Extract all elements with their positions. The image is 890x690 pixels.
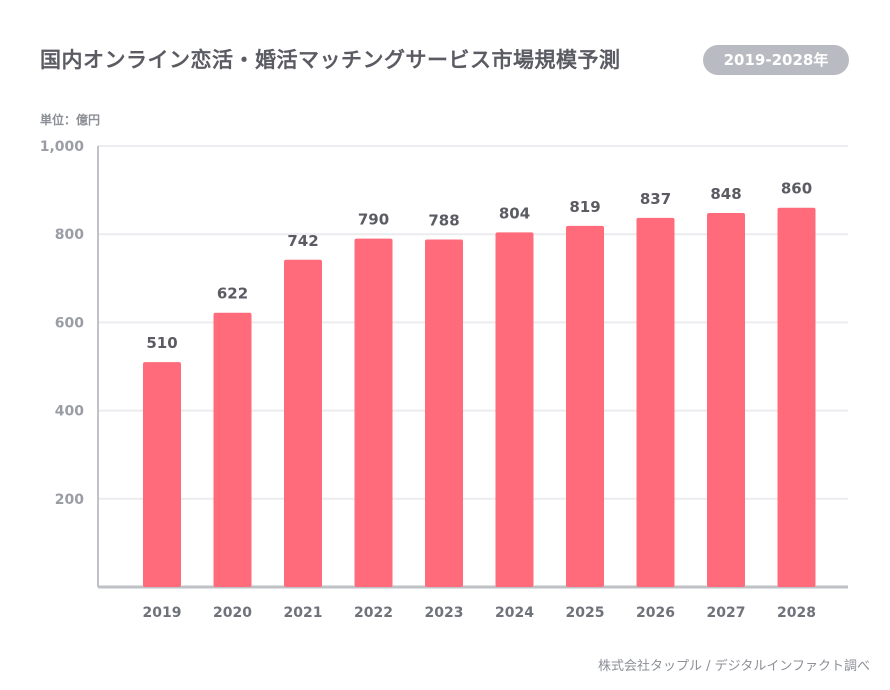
chart-title: 国内オンライン恋活・婚活マッチングサービス市場規模予測 bbox=[40, 48, 621, 72]
x-tick-label-2022: 2022 bbox=[354, 605, 393, 621]
unit-label: 単位：億円 bbox=[40, 113, 101, 127]
bar-layer bbox=[143, 207, 816, 588]
data-label-2028: 860 bbox=[781, 180, 812, 198]
x-tick-label-2027: 2027 bbox=[707, 605, 746, 621]
x-tick-label-2024: 2024 bbox=[495, 605, 534, 621]
x-tick-label-2026: 2026 bbox=[636, 605, 675, 621]
data-label-2022: 790 bbox=[358, 211, 389, 229]
bar-2025 bbox=[566, 225, 604, 588]
x-tick-label-2019: 2019 bbox=[143, 605, 182, 621]
bar-2024 bbox=[495, 232, 534, 587]
bar-2021 bbox=[284, 259, 322, 587]
bar-2028 bbox=[777, 207, 816, 588]
data-label-2027: 848 bbox=[710, 185, 741, 203]
bar-2019 bbox=[143, 362, 181, 587]
bar-2027 bbox=[707, 213, 745, 588]
data-label-2021: 742 bbox=[287, 232, 318, 250]
label-layer: 200 400 600 800 1,000 510 2019 622 2020 742 2021 79… bbox=[40, 139, 816, 621]
x-tick-label-2021: 2021 bbox=[284, 605, 323, 621]
bar-2022 bbox=[354, 238, 393, 588]
data-label-2023: 788 bbox=[428, 211, 459, 229]
y-tick-label-600: 600 bbox=[55, 315, 84, 331]
bar-2026 bbox=[636, 217, 675, 587]
x-tick-label-2028: 2028 bbox=[777, 605, 816, 621]
data-label-2020: 622 bbox=[217, 285, 248, 303]
data-label-2024: 804 bbox=[499, 204, 530, 222]
year-range-badge: 2019-2028年 bbox=[703, 45, 849, 75]
y-tick-label-1000: 1,000 bbox=[40, 139, 85, 155]
source-credit: 株式会社タップル / デジタルインファクト調べ bbox=[598, 659, 870, 674]
data-label-2025: 819 bbox=[569, 198, 600, 216]
x-tick-label-2020: 2020 bbox=[213, 605, 252, 621]
y-tick-label-400: 400 bbox=[55, 404, 84, 420]
x-tick-label-2023: 2023 bbox=[425, 605, 464, 621]
bar-2023 bbox=[425, 239, 463, 587]
x-tick-label-2025: 2025 bbox=[566, 605, 605, 621]
y-tick-label-200: 200 bbox=[55, 492, 84, 508]
bar-2020 bbox=[213, 312, 252, 587]
data-label-2026: 837 bbox=[640, 190, 671, 208]
y-tick-label-800: 800 bbox=[55, 227, 84, 243]
data-label-2019: 510 bbox=[146, 334, 177, 352]
